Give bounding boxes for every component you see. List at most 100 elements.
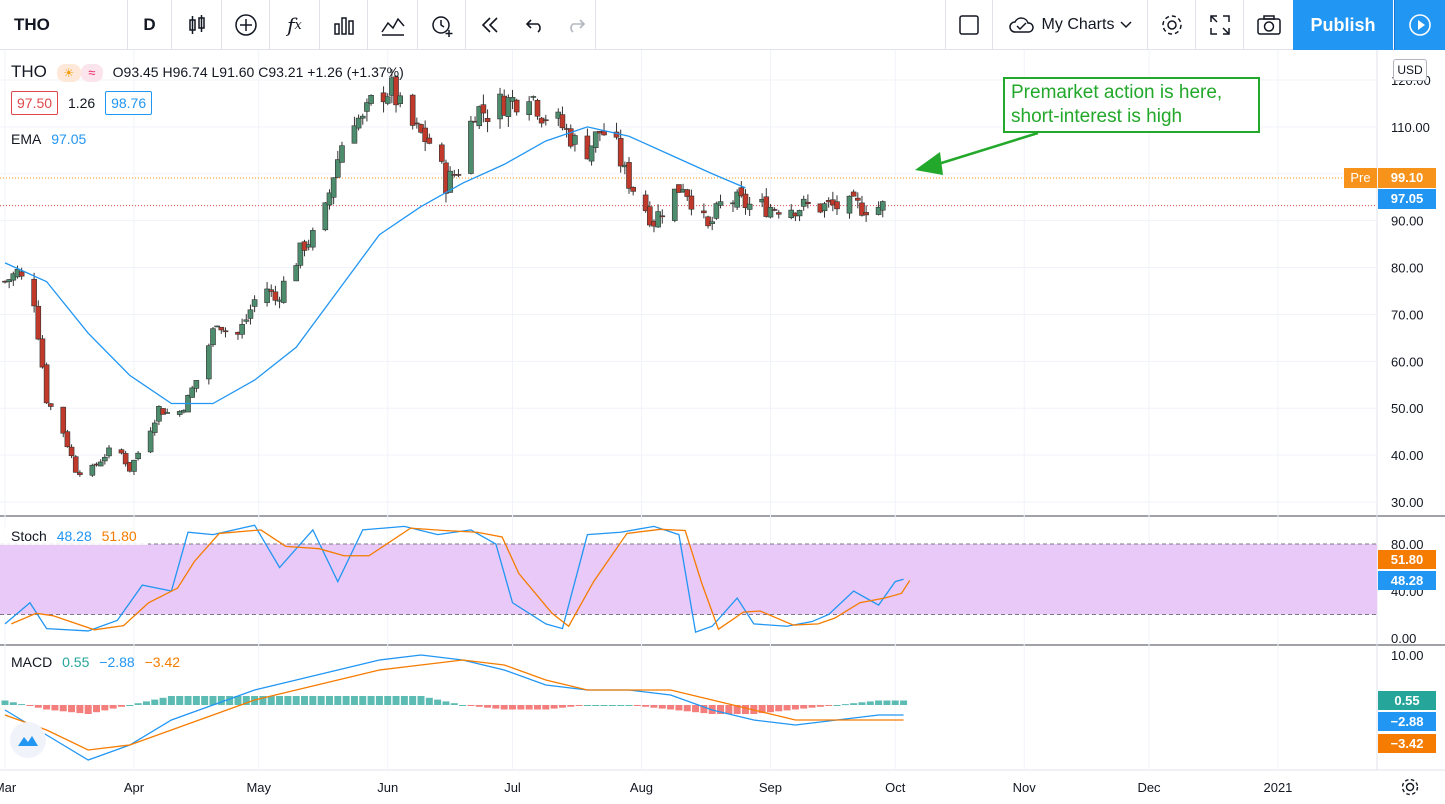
macd-histogram-bar <box>151 699 159 705</box>
fullscreen-icon[interactable] <box>1196 0 1244 50</box>
macd-label: MACD <box>11 654 53 670</box>
annotation-line-1: Premarket action is here, <box>1011 82 1223 103</box>
macd-histogram-bar <box>717 705 725 714</box>
axis-settings-gear-icon[interactable] <box>1398 775 1422 799</box>
macd-histogram-bar <box>51 705 59 711</box>
candle-up <box>280 280 287 303</box>
macd-histogram-bar <box>142 701 150 705</box>
candle-down <box>393 76 399 106</box>
macd-histogram-bar <box>93 705 101 713</box>
chevron-down-icon <box>1120 21 1132 29</box>
gear-icon[interactable] <box>1148 0 1196 50</box>
macd-histogram-bar <box>309 696 317 705</box>
play-icon[interactable] <box>1394 0 1445 50</box>
my-charts-button[interactable]: My Charts <box>993 0 1148 50</box>
candle-up <box>746 203 753 210</box>
symbol-search[interactable]: THO <box>0 0 128 50</box>
time-axis-label: 2021 <box>1263 780 1292 795</box>
macd-legend: MACD 0.55 −2.88 −3.42 <box>11 654 186 670</box>
candle-up <box>359 115 366 119</box>
candle-down <box>18 271 25 277</box>
macd-histogram-bar <box>276 696 284 705</box>
alert-icon[interactable] <box>418 0 466 50</box>
candle-up <box>767 206 774 218</box>
macd-histogram-bar <box>692 705 700 713</box>
pre-label-tag: Pre <box>1344 168 1377 188</box>
macd-histogram-bar <box>34 705 42 708</box>
candle-down <box>775 212 782 215</box>
candle-down <box>60 406 67 434</box>
macd-signal-value: −3.42 <box>144 654 181 670</box>
annotation-text-box[interactable]: Premarket action is here, short-interest… <box>1003 77 1260 133</box>
interval-button[interactable]: D <box>128 0 172 50</box>
replay-icon[interactable] <box>466 0 514 50</box>
macd-histogram-bar <box>825 705 833 706</box>
candle-down <box>850 191 857 197</box>
candle-down <box>222 330 229 333</box>
ema-legend: EMA 97.05 <box>11 131 92 147</box>
macd-histogram-bar <box>558 705 566 708</box>
macd-histogram-bar <box>592 705 600 706</box>
macd-signal-tag: −3.42 <box>1378 734 1436 753</box>
layout-icon[interactable] <box>945 0 993 50</box>
macd-histogram-bar <box>658 705 666 709</box>
ask-value[interactable]: 98.76 <box>105 91 153 115</box>
candle-down <box>47 403 54 407</box>
tradingview-logo-icon[interactable] <box>10 722 46 758</box>
macd-histogram-bar <box>509 705 517 710</box>
macd-histogram-bar <box>1 700 9 705</box>
macd-histogram-bar <box>517 705 525 710</box>
time-axis-label: Aug <box>630 780 653 795</box>
macd-histogram-bar <box>417 696 425 705</box>
candle-down <box>43 364 50 404</box>
candle-down <box>484 118 491 122</box>
undo-icon[interactable] <box>514 0 556 50</box>
candle-up <box>509 97 516 102</box>
candle-up <box>368 94 374 104</box>
candle-down <box>480 104 487 114</box>
currency-badge[interactable]: USD <box>1393 59 1427 81</box>
macd-histogram-bar <box>500 705 508 710</box>
candle-down <box>122 453 129 465</box>
time-axis-label: Apr <box>124 780 145 795</box>
candle-down <box>834 201 840 210</box>
candle-down <box>559 114 566 129</box>
macd-histogram-bar <box>700 705 708 714</box>
redo-icon[interactable] <box>556 0 596 50</box>
camera-icon[interactable] <box>1244 0 1293 50</box>
macd-histogram-bar <box>84 705 92 714</box>
price-axis-label: 110.00 <box>1391 120 1430 135</box>
bars-icon[interactable] <box>320 0 368 50</box>
candle-up <box>530 96 537 98</box>
macd-line-tag: −2.88 <box>1378 712 1436 731</box>
candle-up <box>588 145 595 162</box>
macd-line-value: −2.88 <box>99 654 135 670</box>
publish-button[interactable]: Publish <box>1293 0 1393 50</box>
candle-up <box>572 135 578 145</box>
macd-histogram-bar <box>758 705 766 714</box>
macd-histogram-bar <box>550 705 558 709</box>
macd-histogram-bar <box>741 705 749 714</box>
macd-histogram-bar <box>109 705 117 709</box>
candle-up <box>106 447 112 457</box>
candles-icon[interactable] <box>172 0 222 50</box>
candle-up <box>384 96 391 104</box>
macd-histogram-bar <box>675 705 683 711</box>
macd-histogram-bar <box>450 703 458 705</box>
bid-value[interactable]: 97.50 <box>11 91 59 115</box>
add-indicator-icon[interactable] <box>222 0 270 50</box>
stoch-d-value: 51.80 <box>101 528 137 544</box>
chart-area[interactable]: Mar Apr May Jun Jul Aug Sep Oct Nov Dec 2021 30.00 4… <box>0 50 1445 804</box>
macd-histogram-bar <box>342 696 350 705</box>
market-status-icon: ☀ <box>56 64 81 82</box>
macd-histogram-bar <box>392 696 400 705</box>
candle-up <box>875 206 882 215</box>
macd-histogram-bar <box>176 696 184 705</box>
candle-down <box>64 431 71 448</box>
candle-up <box>717 201 724 206</box>
compare-icon[interactable] <box>368 0 418 50</box>
candle-down <box>77 472 83 475</box>
candle-down <box>630 186 636 192</box>
candle-down <box>160 408 166 415</box>
